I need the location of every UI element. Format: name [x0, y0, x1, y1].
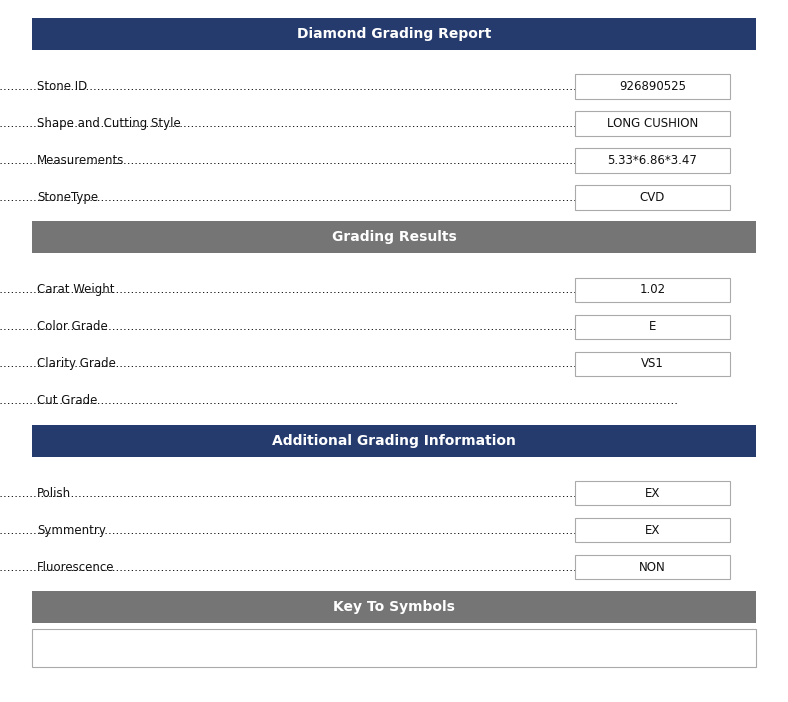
Bar [575, 315, 730, 339]
Bar [32, 591, 756, 623]
Text: ................................................................................: ........................................… [0, 486, 678, 500]
Bar [575, 352, 730, 376]
Text: 1.02: 1.02 [639, 284, 666, 296]
Bar [575, 518, 730, 543]
Text: Additional Grading Information: Additional Grading Information [272, 434, 516, 448]
Text: Measurements: Measurements [37, 154, 125, 167]
Text: CVD: CVD [640, 191, 665, 204]
Text: Cut Grade: Cut Grade [37, 395, 98, 407]
Text: Grading Results: Grading Results [332, 230, 456, 244]
Text: ................................................................................: ........................................… [0, 524, 678, 537]
Bar [32, 425, 756, 457]
Text: ................................................................................: ........................................… [0, 561, 678, 574]
Text: ................................................................................: ........................................… [0, 154, 678, 167]
Text: VS1: VS1 [641, 357, 664, 371]
Bar [575, 74, 730, 98]
Text: Color Grade: Color Grade [37, 320, 108, 333]
Bar [32, 221, 756, 253]
Text: Clarity Grade: Clarity Grade [37, 357, 116, 371]
Text: ................................................................................: ........................................… [0, 395, 678, 407]
Text: LONG CUSHION: LONG CUSHION [607, 117, 698, 130]
Text: ................................................................................: ........................................… [0, 80, 678, 93]
Text: ................................................................................: ........................................… [0, 117, 678, 130]
Text: NON: NON [639, 561, 666, 574]
Bar [32, 18, 756, 50]
Text: ................................................................................: ........................................… [0, 284, 678, 296]
Text: Shape and Cutting Style: Shape and Cutting Style [37, 117, 180, 130]
Text: ................................................................................: ........................................… [0, 357, 678, 371]
Text: Carat Weight: Carat Weight [37, 284, 114, 296]
Text: StoneType: StoneType [37, 191, 98, 204]
Bar [575, 278, 730, 302]
Text: Diamond Grading Report: Diamond Grading Report [297, 27, 491, 41]
Bar [32, 628, 756, 667]
Text: Symmentry: Symmentry [37, 524, 106, 537]
Bar [575, 555, 730, 579]
Text: Fluorescence: Fluorescence [37, 561, 114, 574]
Bar [575, 149, 730, 173]
Text: Key To Symbols: Key To Symbols [333, 600, 455, 614]
Text: 926890525: 926890525 [619, 80, 686, 93]
Text: Stone ID: Stone ID [37, 80, 87, 93]
Text: 5.33*6.86*3.47: 5.33*6.86*3.47 [608, 154, 697, 167]
Text: EX: EX [645, 524, 660, 537]
Bar [575, 185, 730, 209]
Text: ................................................................................: ........................................… [0, 320, 678, 333]
Text: E: E [649, 320, 656, 333]
Bar [575, 112, 730, 135]
Text: ................................................................................: ........................................… [0, 191, 678, 204]
Text: Polish: Polish [37, 486, 71, 500]
Bar [575, 482, 730, 505]
Text: EX: EX [645, 486, 660, 500]
